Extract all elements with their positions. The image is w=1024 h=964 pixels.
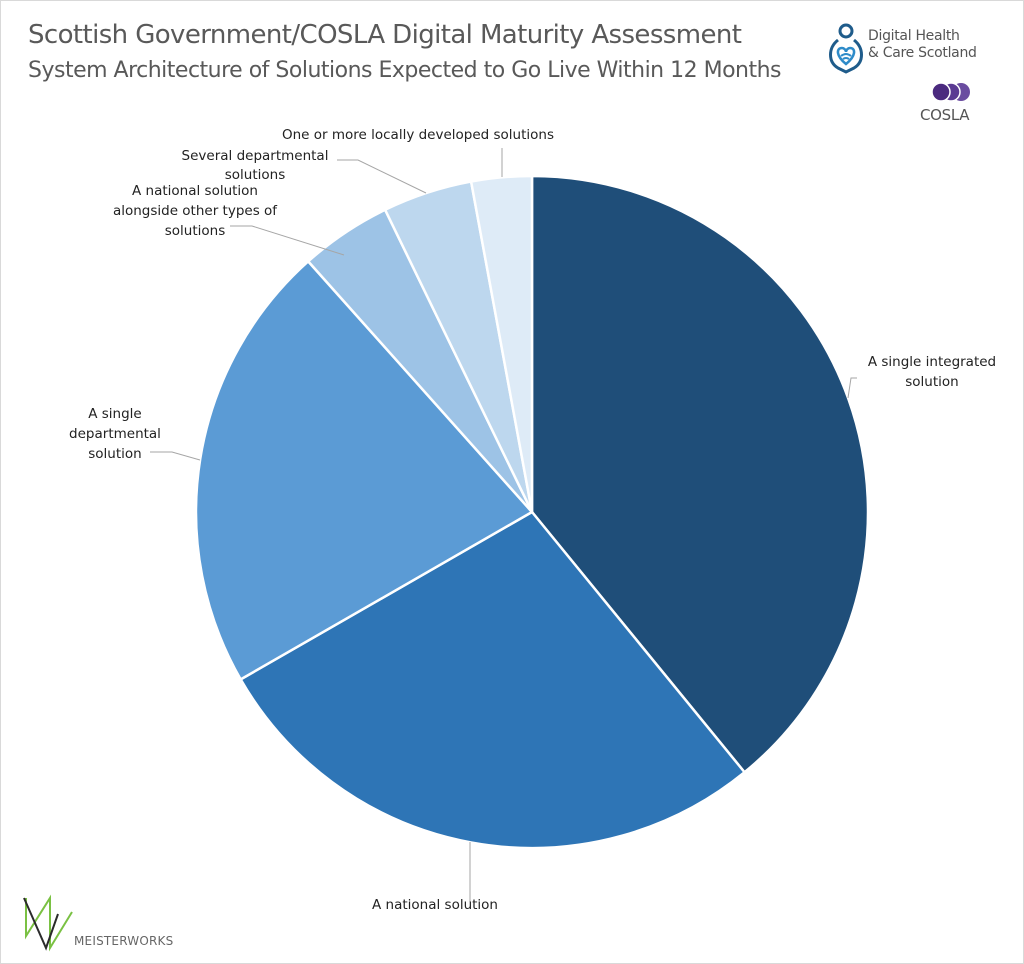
- label-national: A national solution: [350, 895, 520, 915]
- label-line: A national solution: [132, 183, 258, 199]
- label-line: alongside other types of: [112, 203, 278, 219]
- dhcs-line1: Digital Health: [868, 28, 960, 44]
- label-several-departmental: Several departmental solutions: [170, 146, 340, 185]
- leader-lines: [150, 148, 857, 902]
- meisterworks-logo: MEISTERWORKS: [20, 894, 180, 954]
- pie-slices: [194, 174, 870, 850]
- chart-subtitle: System Architecture of Solutions Expecte…: [28, 58, 782, 83]
- label-line: solution: [905, 374, 959, 390]
- pie-slice-3: [194, 260, 534, 681]
- label-line: departmental: [69, 426, 161, 442]
- label-line: Several departmental: [181, 148, 329, 164]
- label-line: A single: [88, 406, 142, 422]
- meisterworks-wave-icon: [23, 894, 73, 952]
- leader-line-1: [847, 377, 857, 399]
- dhcs-logo-text: Digital Health & Care Scotland: [868, 28, 977, 62]
- pie-slice-2: [239, 510, 746, 850]
- label-line: solutions: [224, 167, 286, 183]
- label-locally-developed: One or more locally developed solutions: [258, 125, 578, 145]
- dhcs-line2: & Care Scotland: [868, 45, 977, 61]
- label-single-departmental: A single departmental solution: [60, 404, 170, 464]
- label-line: One or more locally developed solutions: [281, 127, 555, 143]
- pie-slice-6: [469, 174, 534, 514]
- label-line: solution: [88, 446, 142, 462]
- label-line: A national solution: [372, 897, 498, 913]
- label-line: A single integrated: [867, 354, 997, 370]
- leader-line-5: [337, 159, 427, 194]
- pie-slice-1: [530, 174, 870, 774]
- cosla-logo: COSLA: [916, 82, 980, 126]
- dhcs-logo: Digital Health & Care Scotland: [826, 22, 996, 78]
- cosla-text: COSLA: [920, 106, 970, 124]
- label-line: solutions: [164, 223, 226, 239]
- meisterworks-text: MEISTERWORKS: [74, 934, 174, 948]
- chart-title: Scottish Government/COSLA Digital Maturi…: [28, 20, 742, 50]
- cosla-circles-icon: [931, 82, 970, 102]
- leader-line-3: [150, 451, 201, 461]
- label-national-alongside: A national solution alongside other type…: [100, 181, 290, 241]
- leader-line-4: [230, 225, 345, 256]
- dhcs-person-heart-icon: [829, 23, 863, 74]
- label-single-integrated: A single integrated solution: [852, 352, 1012, 392]
